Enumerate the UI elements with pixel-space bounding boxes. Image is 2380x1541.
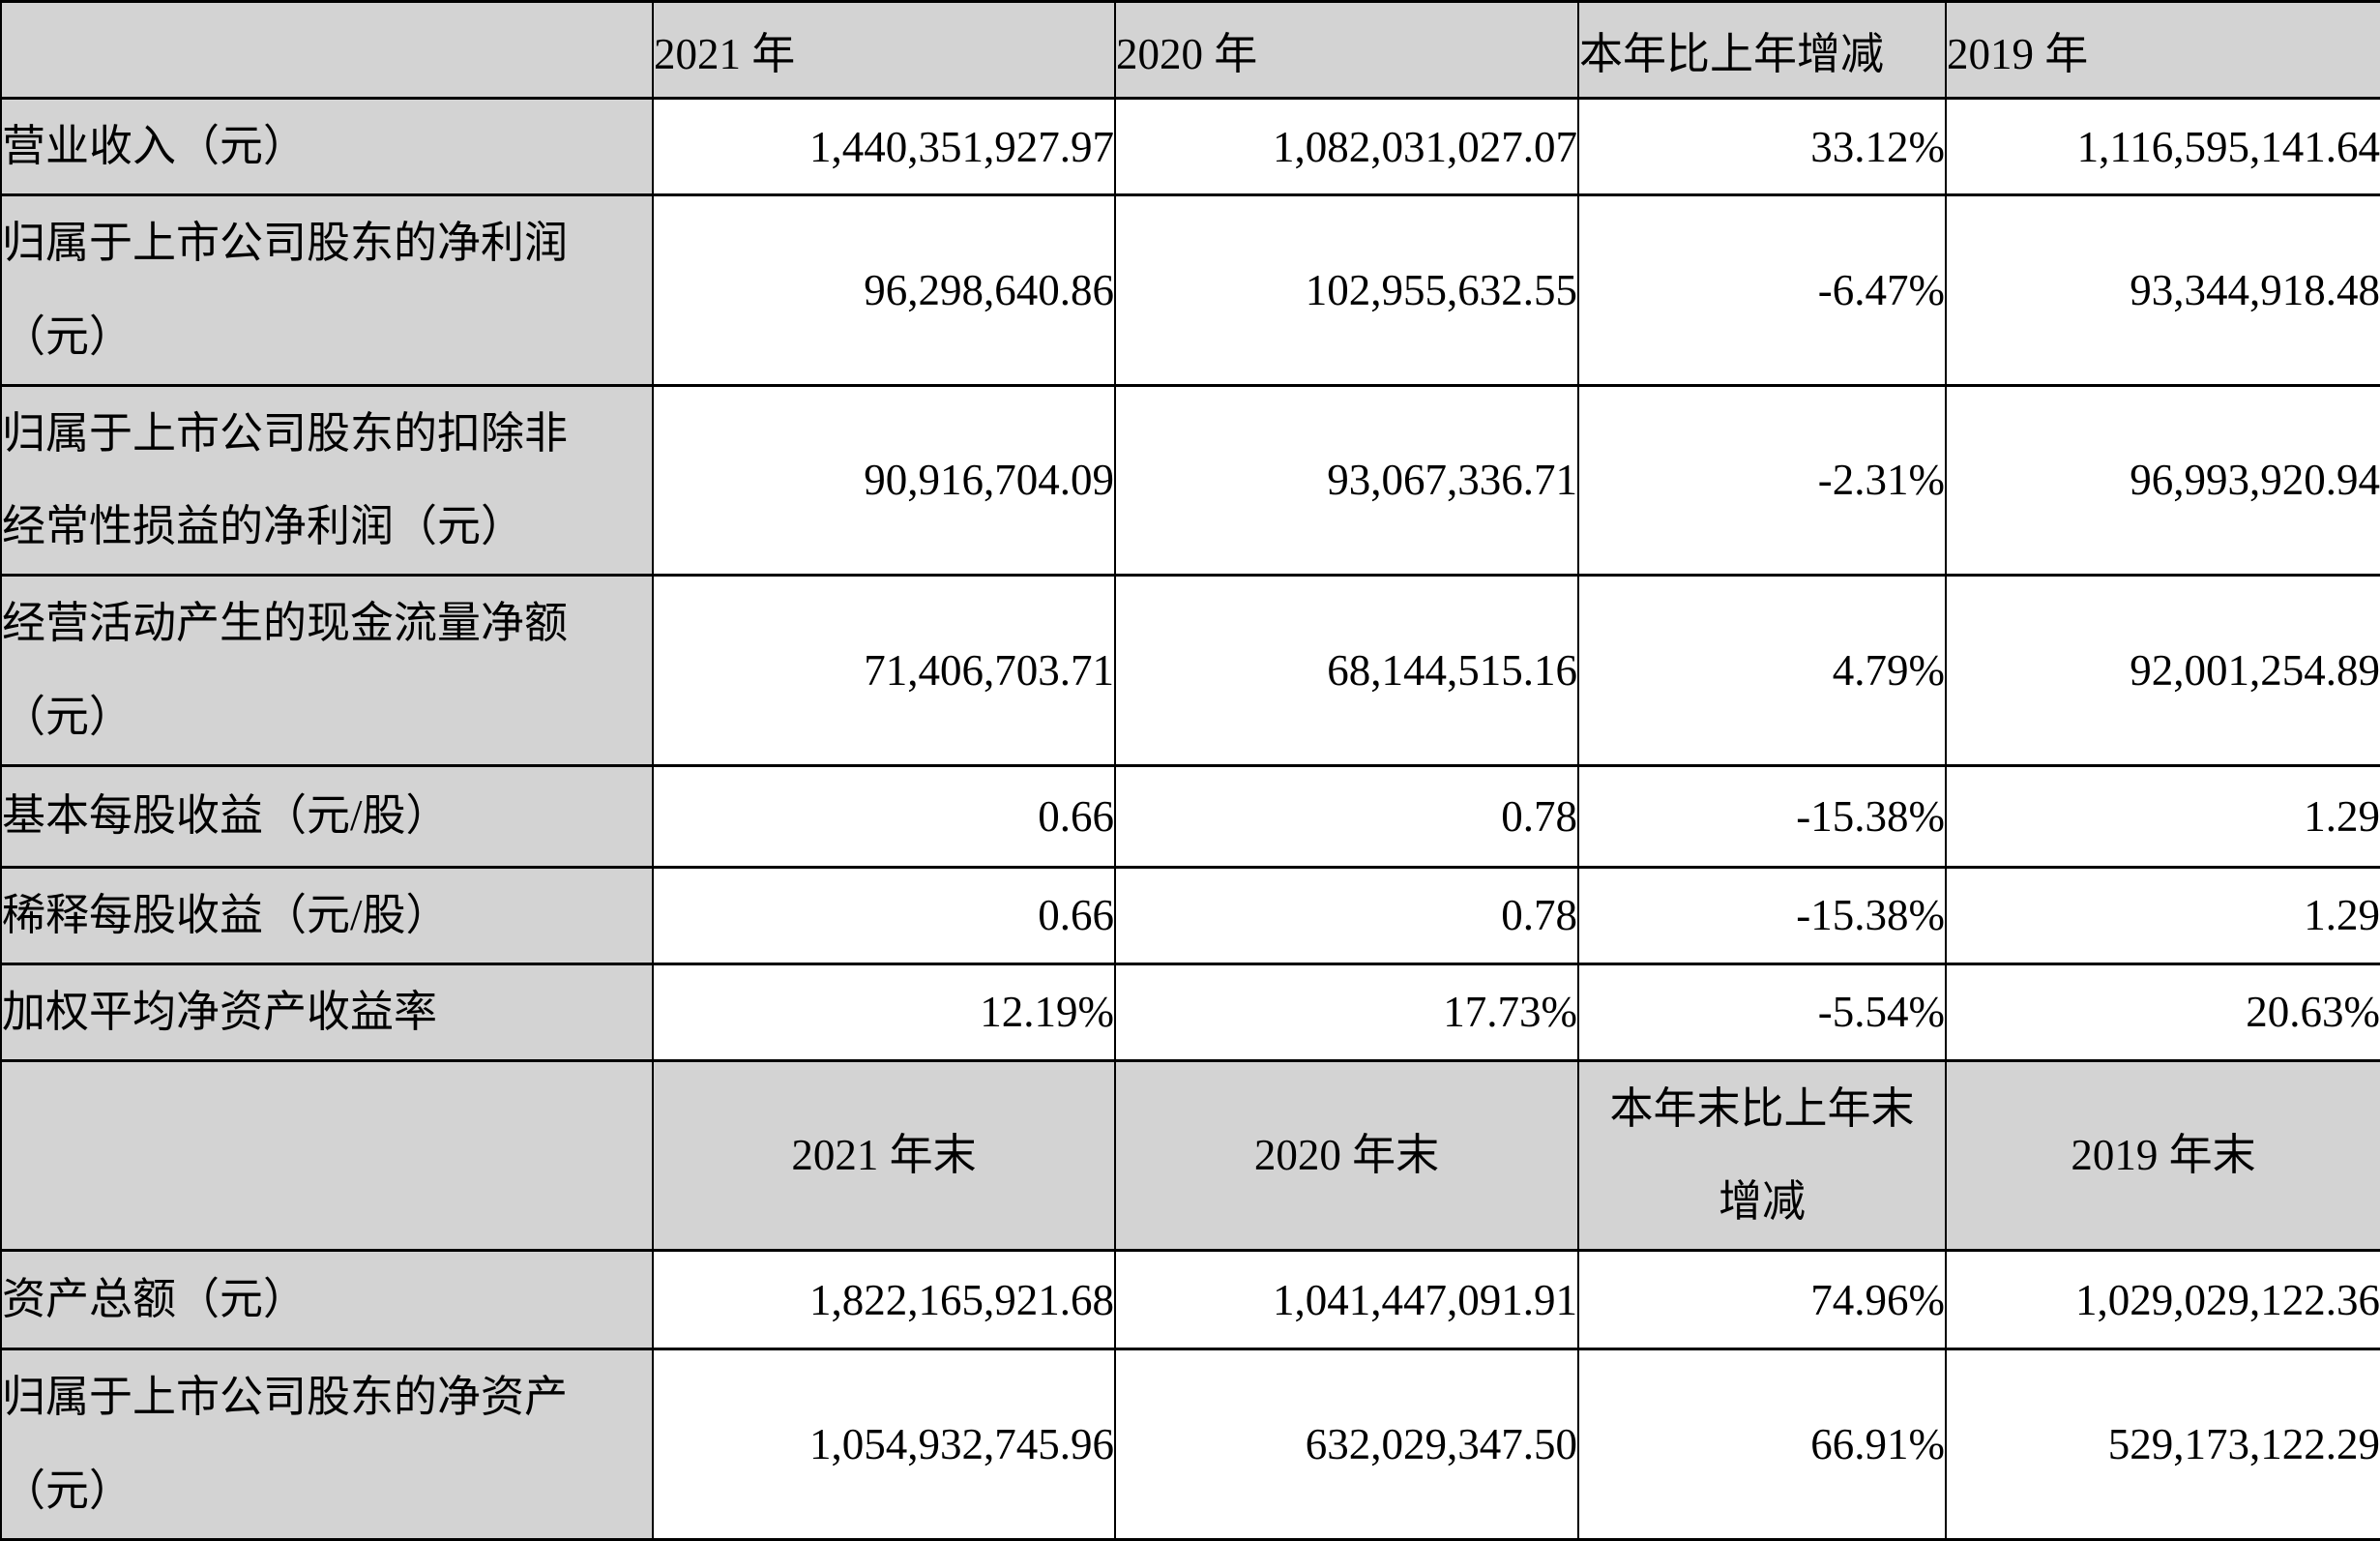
cell-basic-eps-2021: 0.66 (652, 763, 1116, 869)
cell-total-assets-change: 74.96% (1577, 1249, 1947, 1350)
cell-diluted-eps-2020: 0.78 (1114, 865, 1579, 965)
cell-diluted-eps-2019: 1.29 (1945, 865, 2380, 965)
cell-diluted-eps-change: -15.38% (1577, 865, 1947, 965)
table-row: 归属于上市公司股东的净利润 （元） 96,298,640.86 102,955,… (0, 193, 2380, 387)
table-header-row: 2021 年 2020 年 本年比上年增减 2019 年 (0, 0, 2380, 100)
cell-net-profit-2019: 93,344,918.48 (1945, 193, 2380, 387)
subheader-2019-yearend: 2019 年末 (1945, 1058, 2380, 1252)
row-label-net-profit: 归属于上市公司股东的净利润 （元） (0, 193, 654, 387)
cell-diluted-eps-2021: 0.66 (652, 865, 1116, 965)
subheader-yearend-change: 本年末比上年末 增减 (1577, 1058, 1947, 1252)
row-label-deducted-net-profit: 归属于上市公司股东的扣除非 经常性损益的净利润（元） (0, 383, 654, 577)
cell-deducted-net-profit-2021: 90,916,704.09 (652, 383, 1116, 577)
cell-deducted-net-profit-2020: 93,067,336.71 (1114, 383, 1579, 577)
cell-revenue-2019: 1,116,595,141.64 (1945, 97, 2380, 196)
subheader-2020-yearend: 2020 年末 (1114, 1058, 1579, 1252)
subheader-2021-yearend: 2021 年末 (652, 1058, 1116, 1252)
cell-net-profit-2020: 102,955,632.55 (1114, 193, 1579, 387)
cell-weighted-avg-roe-2021: 12.19% (652, 962, 1116, 1062)
cell-net-assets-2021: 1,054,932,745.96 (652, 1348, 1116, 1541)
cell-operating-cash-flow-change: 4.79% (1577, 574, 1947, 767)
cell-basic-eps-2020: 0.78 (1114, 763, 1579, 869)
subheader-corner-cell (0, 1058, 654, 1252)
table-row: 基本每股收益（元/股） 0.66 0.78 -15.38% 1.29 (0, 763, 2380, 869)
row-label-revenue: 营业收入（元） (0, 97, 654, 196)
cell-total-assets-2021: 1,822,165,921.68 (652, 1249, 1116, 1350)
header-2021: 2021 年 (652, 0, 1116, 100)
cell-net-assets-change: 66.91% (1577, 1348, 1947, 1541)
header-corner-cell (0, 0, 654, 100)
cell-deducted-net-profit-2019: 96,993,920.94 (1945, 383, 2380, 577)
table-row: 资产总额（元） 1,822,165,921.68 1,041,447,091.9… (0, 1249, 2380, 1350)
cell-revenue-change: 33.12% (1577, 97, 1947, 196)
cell-basic-eps-change: -15.38% (1577, 763, 1947, 869)
cell-weighted-avg-roe-change: -5.54% (1577, 962, 1947, 1062)
row-label-basic-eps: 基本每股收益（元/股） (0, 763, 654, 869)
cell-revenue-2021: 1,440,351,927.97 (652, 97, 1116, 196)
cell-revenue-2020: 1,082,031,027.07 (1114, 97, 1579, 196)
table-row: 归属于上市公司股东的扣除非 经常性损益的净利润（元） 90,916,704.09… (0, 383, 2380, 577)
cell-operating-cash-flow-2021: 71,406,703.71 (652, 574, 1116, 767)
header-yoy-change: 本年比上年增减 (1577, 0, 1947, 100)
header-2019: 2019 年 (1945, 0, 2380, 100)
cell-basic-eps-2019: 1.29 (1945, 763, 2380, 869)
table-subheader-row: 2021 年末 2020 年末 本年末比上年末 增减 2019 年末 (0, 1058, 2380, 1252)
table-row: 归属于上市公司股东的净资产 （元） 1,054,932,745.96 632,0… (0, 1348, 2380, 1541)
cell-operating-cash-flow-2019: 92,001,254.89 (1945, 574, 2380, 767)
cell-deducted-net-profit-change: -2.31% (1577, 383, 1947, 577)
row-label-total-assets: 资产总额（元） (0, 1249, 654, 1350)
cell-net-assets-2020: 632,029,347.50 (1114, 1348, 1579, 1541)
header-2020: 2020 年 (1114, 0, 1579, 100)
cell-total-assets-2020: 1,041,447,091.91 (1114, 1249, 1579, 1350)
cell-weighted-avg-roe-2020: 17.73% (1114, 962, 1579, 1062)
table-row: 经营活动产生的现金流量净额 （元） 71,406,703.71 68,144,5… (0, 574, 2380, 767)
cell-weighted-avg-roe-2019: 20.63% (1945, 962, 2380, 1062)
row-label-operating-cash-flow: 经营活动产生的现金流量净额 （元） (0, 574, 654, 767)
table-row: 稀释每股收益（元/股） 0.66 0.78 -15.38% 1.29 (0, 865, 2380, 965)
cell-total-assets-2019: 1,029,029,122.36 (1945, 1249, 2380, 1350)
table-row: 加权平均净资产收益率 12.19% 17.73% -5.54% 20.63% (0, 962, 2380, 1062)
cell-net-assets-2019: 529,173,122.29 (1945, 1348, 2380, 1541)
row-label-weighted-avg-roe: 加权平均净资产收益率 (0, 962, 654, 1062)
row-label-net-assets: 归属于上市公司股东的净资产 （元） (0, 1348, 654, 1541)
cell-operating-cash-flow-2020: 68,144,515.16 (1114, 574, 1579, 767)
cell-net-profit-change: -6.47% (1577, 193, 1947, 387)
cell-net-profit-2021: 96,298,640.86 (652, 193, 1116, 387)
table-row: 营业收入（元） 1,440,351,927.97 1,082,031,027.0… (0, 97, 2380, 196)
row-label-diluted-eps: 稀释每股收益（元/股） (0, 865, 654, 965)
